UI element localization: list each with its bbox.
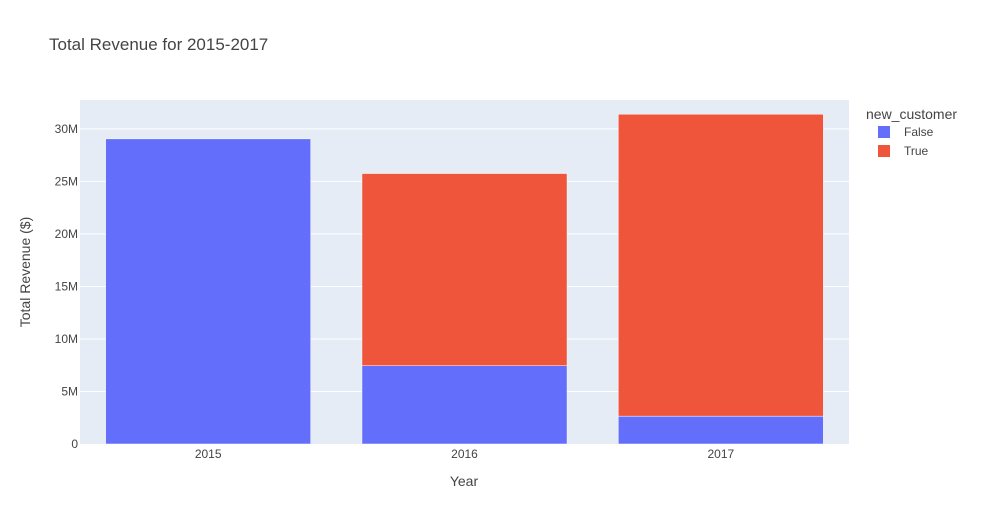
bar-2017-true [618,113,824,417]
chart-title: Total Revenue for 2015-2017 [49,35,268,54]
legend: new_customer False True [866,106,957,158]
y-tick-label: 10M [55,332,78,346]
bar-2017-false [618,415,824,445]
y-tick-label: 20M [55,227,78,241]
x-axis-ticks: 2015 2016 2017 [195,447,735,461]
bar-2016-false [361,365,568,445]
y-tick-label: 5M [61,384,78,398]
bar-2015-false [105,138,311,445]
y-tick-label: 25M [55,174,78,188]
bars [105,113,824,445]
legend-label-false: False [904,125,934,139]
y-tick-label: 0 [71,437,78,451]
y-tick-label: 15M [55,279,78,293]
x-tick-label: 2015 [195,447,222,461]
y-tick-label: 30M [55,122,78,136]
y-axis-title: Total Revenue ($) [17,217,33,328]
y-axis-ticks: 0 5M 10M 15M 20M 25M 30M [55,122,79,451]
x-tick-label: 2017 [707,447,734,461]
x-tick-label: 2016 [451,447,478,461]
legend-swatch-true [878,145,890,157]
legend-title: new_customer [866,106,957,122]
legend-swatch-false [878,126,890,138]
x-axis-title: Year [450,473,479,489]
bar-2016-true [361,173,568,366]
legend-label-true: True [904,144,929,158]
